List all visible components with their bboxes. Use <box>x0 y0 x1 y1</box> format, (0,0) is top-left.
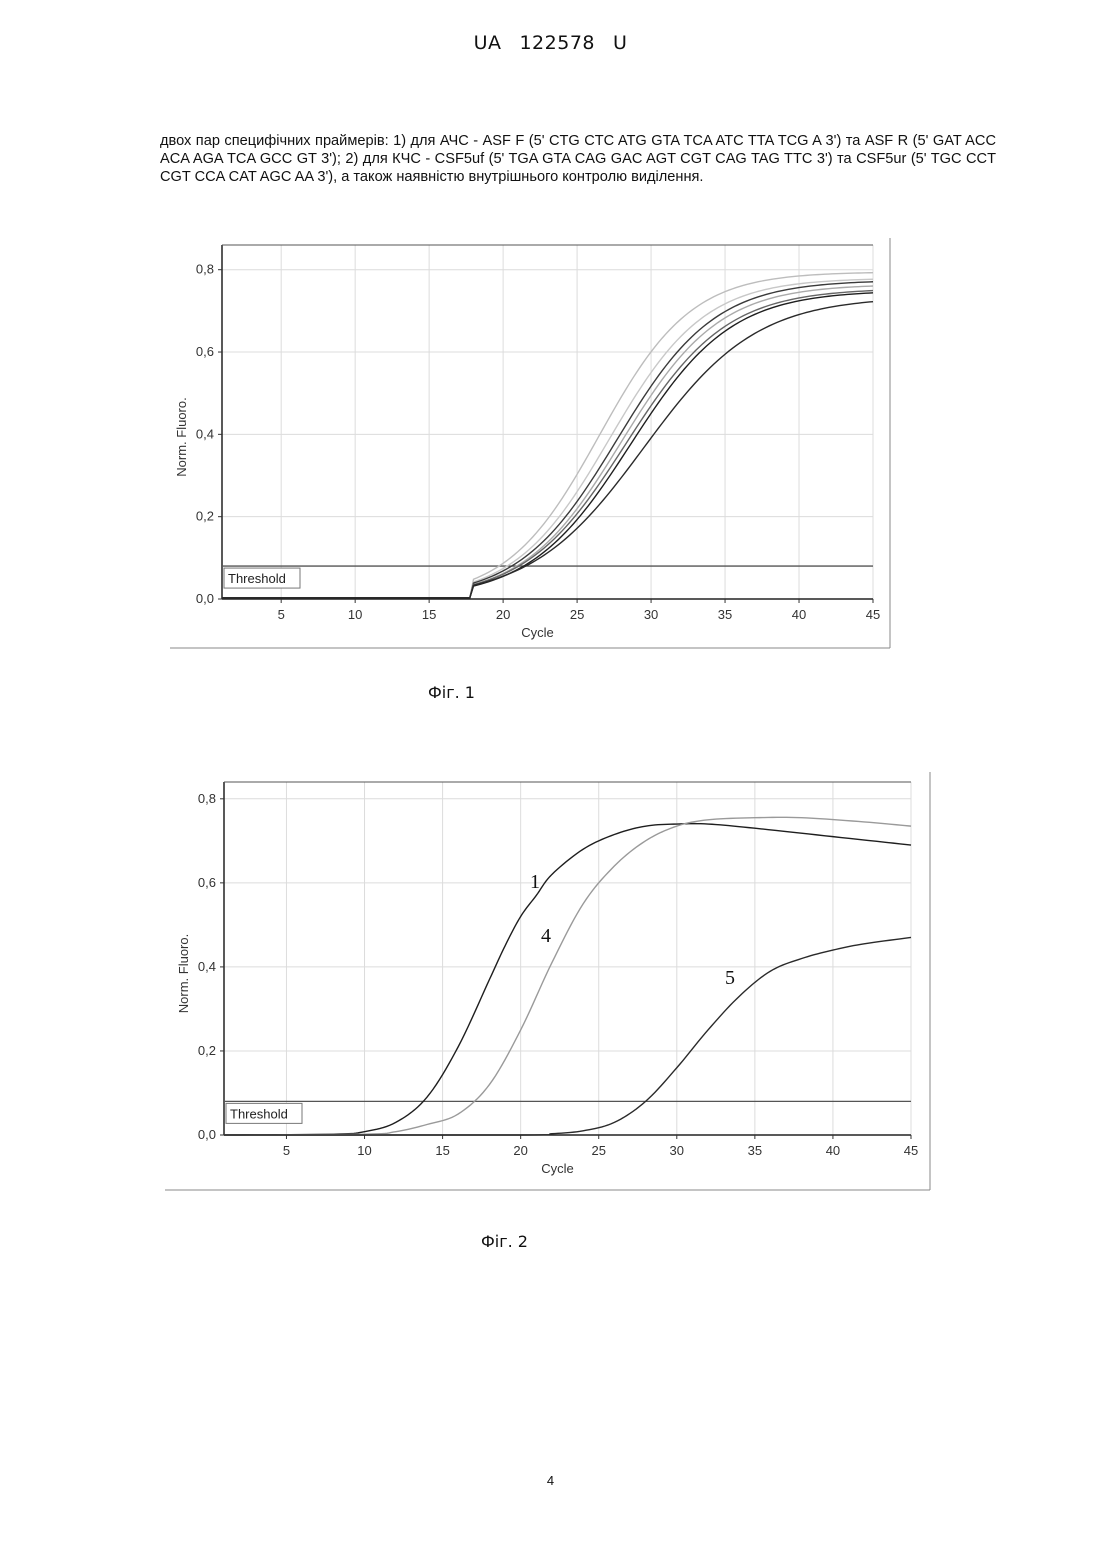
x-tick-label: 15 <box>435 1143 449 1158</box>
series-label-1: 1 <box>530 871 540 893</box>
y-tick-label: 0,6 <box>198 875 216 890</box>
x-tick-label: 45 <box>904 1143 918 1158</box>
chart-fig2: 510152025303540450,00,20,40,60,8CycleNor… <box>0 0 1101 1230</box>
threshold-label: Threshold <box>230 1106 288 1121</box>
page-number: 4 <box>0 1473 1101 1488</box>
figure-caption-1: Фіг. 1 <box>428 683 475 702</box>
x-tick-label: 25 <box>591 1143 605 1158</box>
plot-area <box>224 782 911 1135</box>
x-tick-label: 35 <box>748 1143 762 1158</box>
x-tick-label: 40 <box>826 1143 840 1158</box>
series-label-5: 5 <box>725 967 735 989</box>
y-tick-label: 0,0 <box>198 1127 216 1142</box>
x-tick-label: 5 <box>283 1143 290 1158</box>
x-axis-title: Cycle <box>541 1161 574 1176</box>
y-axis-title: Norm. Fluoro. <box>176 934 191 1013</box>
x-tick-label: 20 <box>513 1143 527 1158</box>
figure-caption-2: Фіг. 2 <box>481 1232 528 1251</box>
x-tick-label: 10 <box>357 1143 371 1158</box>
x-tick-label: 30 <box>670 1143 684 1158</box>
y-tick-label: 0,4 <box>198 959 216 974</box>
series-label-4: 4 <box>541 925 551 947</box>
y-tick-label: 0,2 <box>198 1043 216 1058</box>
y-tick-label: 0,8 <box>198 791 216 806</box>
